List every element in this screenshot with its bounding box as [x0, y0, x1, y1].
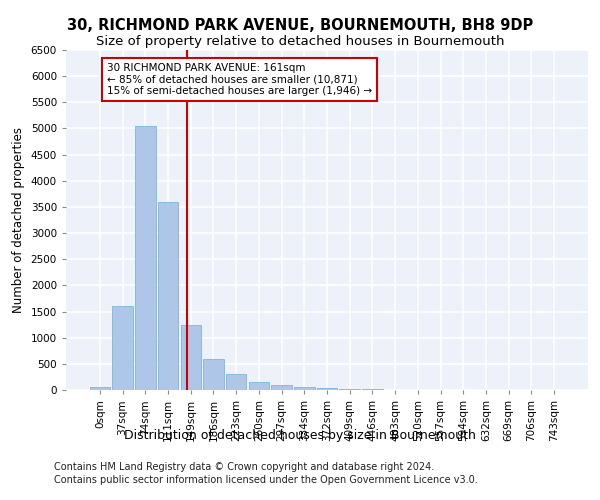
Bar [248, 382, 269, 390]
Bar [158, 202, 178, 390]
Bar [340, 388, 360, 390]
Text: Distribution of detached houses by size in Bournemouth: Distribution of detached houses by size … [124, 430, 476, 442]
Bar [135, 126, 155, 390]
Bar [271, 385, 292, 390]
Text: 30 RICHMOND PARK AVENUE: 161sqm
← 85% of detached houses are smaller (10,871)
15: 30 RICHMOND PARK AVENUE: 161sqm ← 85% of… [107, 63, 372, 96]
Bar [226, 374, 247, 390]
Text: Contains HM Land Registry data © Crown copyright and database right 2024.: Contains HM Land Registry data © Crown c… [54, 462, 434, 472]
Text: 30, RICHMOND PARK AVENUE, BOURNEMOUTH, BH8 9DP: 30, RICHMOND PARK AVENUE, BOURNEMOUTH, B… [67, 18, 533, 32]
Text: Size of property relative to detached houses in Bournemouth: Size of property relative to detached ho… [96, 35, 504, 48]
Text: Contains public sector information licensed under the Open Government Licence v3: Contains public sector information licen… [54, 475, 478, 485]
Bar [294, 387, 314, 390]
Bar [181, 324, 201, 390]
Bar [112, 306, 133, 390]
Bar [317, 388, 337, 390]
Bar [203, 358, 224, 390]
Y-axis label: Number of detached properties: Number of detached properties [12, 127, 25, 313]
Bar [90, 388, 110, 390]
Bar [362, 389, 383, 390]
